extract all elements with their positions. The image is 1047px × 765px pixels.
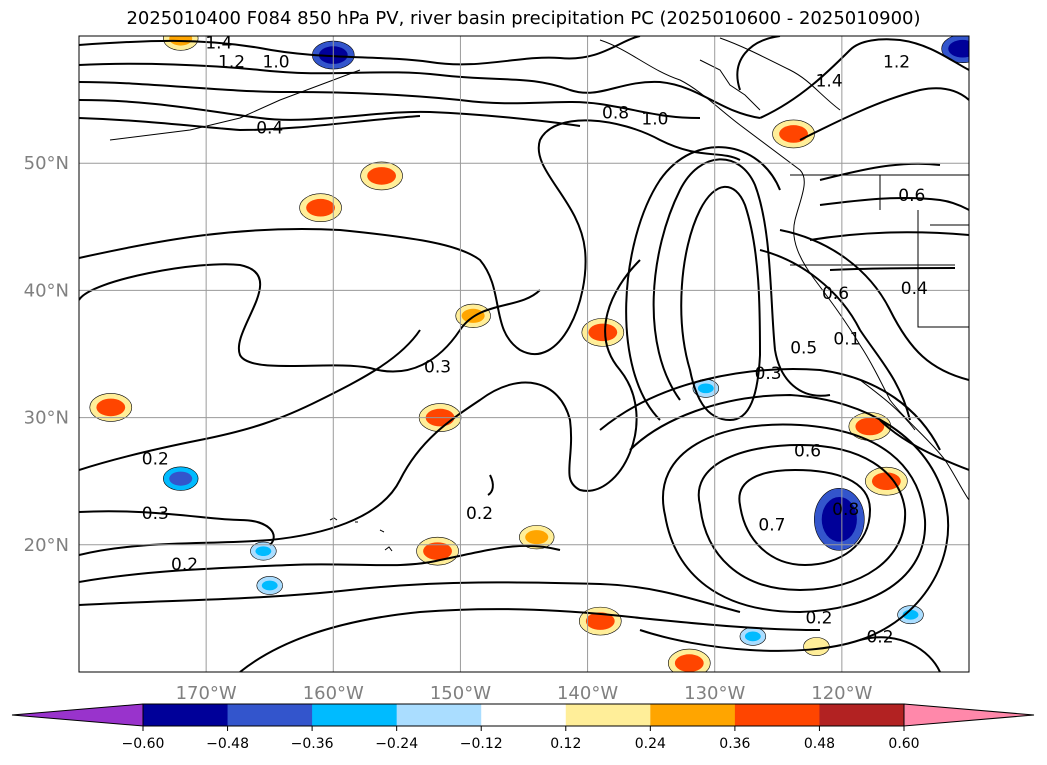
colorbar-extend-low — [11, 703, 144, 727]
precip-patch-core — [525, 530, 549, 545]
precip-patch-core — [871, 472, 901, 491]
contour-label: 0.1 — [833, 330, 860, 350]
colorbar-segment — [396, 704, 482, 726]
precip-patch-core — [169, 36, 193, 46]
contour-label: 0.3 — [755, 364, 782, 384]
precip-patch-core — [855, 417, 885, 436]
colorbar-segment — [819, 704, 905, 726]
precip-patch-core — [261, 580, 278, 591]
y-tick-label: 20°N — [24, 535, 69, 556]
coastline-outlines — [109, 37, 969, 552]
x-tick-label: 130°W — [684, 683, 745, 704]
x-tick-label: 150°W — [430, 683, 491, 704]
precip-patch-core — [588, 323, 618, 342]
colorbar-tick-label: −0.48 — [206, 736, 249, 752]
pv-contour-lines — [79, 36, 969, 672]
colorbar-tick-label: 0.24 — [635, 736, 666, 752]
colorbar-tick-label: 0.36 — [719, 736, 750, 752]
contour-label: 1.0 — [263, 52, 290, 72]
contour-label: 1.4 — [816, 72, 843, 92]
precip-patch-core — [821, 496, 857, 542]
x-tick-label: 160°W — [303, 683, 364, 704]
precip-patch-core — [306, 198, 335, 217]
precip-patch-core — [255, 546, 272, 556]
x-tick-label: 120°W — [811, 683, 872, 704]
precip-patch-core — [674, 654, 704, 672]
y-axis-ticks: 50°N 40°N 30°N 20°N — [24, 153, 69, 556]
contour-label: 0.5 — [790, 339, 817, 359]
colorbar-tick-label: −0.36 — [291, 736, 334, 752]
colorbar-segment — [565, 704, 651, 726]
colorbar-segment — [143, 704, 229, 726]
contour-label: 0.6 — [898, 186, 925, 206]
contour-labels: 1.41.2 1.00.40.8 1.01.41.20.60.40.60.10.50… — [142, 33, 928, 647]
chart-title: 2025010400 F084 850 hPa PV, river basin … — [126, 8, 921, 29]
contour-label: 0.2 — [866, 627, 893, 647]
x-tick-label: 140°W — [557, 683, 618, 704]
contour-label: 0.3 — [424, 358, 451, 378]
x-tick-label: 170°W — [176, 683, 237, 704]
y-tick-label: 50°N — [24, 153, 69, 174]
precip-patch-core — [585, 612, 615, 630]
colorbar-frame — [142, 703, 905, 727]
map-frame — [78, 35, 970, 673]
colorbar-tick-label: 0.48 — [804, 736, 835, 752]
contour-label: 0.8 — [832, 500, 859, 520]
contour-label: 0.6 — [822, 284, 849, 304]
colorbar-ticks: −0.60 −0.48 −0.36 −0.24 −0.12 0.12 0.24 0.36 0.4… — [122, 726, 920, 752]
contour-label: 1.2 — [218, 52, 245, 72]
y-tick-label: 40°N — [24, 280, 69, 301]
precip-patch-core — [169, 471, 193, 486]
contour-label: 0.3 — [142, 504, 169, 524]
precip-patch-core — [96, 398, 126, 417]
contour-label: 0.2 — [142, 449, 169, 469]
colorbar — [11, 703, 1035, 727]
colorbar-segment — [734, 704, 820, 726]
contour-label: 0.7 — [758, 515, 785, 535]
contour-label: 1.2 — [883, 52, 910, 72]
precip-patch-core — [779, 125, 808, 143]
precip-patch-core — [367, 167, 396, 185]
map-gridlines — [79, 36, 969, 672]
colorbar-tick-label: −0.12 — [460, 736, 503, 752]
colorbar-segment — [227, 704, 313, 726]
contour-label: 0.2 — [805, 608, 832, 628]
contour-label: 0.4 — [901, 279, 928, 299]
contour-label: 0.6 — [794, 442, 821, 462]
precip-patch-core — [697, 383, 714, 394]
precip-patch-core — [744, 631, 761, 642]
precip-patch-core — [423, 542, 452, 560]
colorbar-segment — [481, 704, 567, 726]
precip-patch-core — [948, 39, 969, 58]
y-tick-label: 30°N — [24, 408, 69, 429]
contour-label: 1.4 — [205, 33, 232, 53]
contour-label: 1.0 — [641, 110, 668, 130]
contour-label: 0.2 — [466, 504, 493, 524]
colorbar-tick-label: 0.12 — [550, 736, 581, 752]
precip-anomaly-layer — [89, 36, 969, 672]
colorbar-segment — [650, 704, 736, 726]
contour-label: 0.2 — [171, 555, 198, 575]
colorbar-tick-label: 0.60 — [888, 736, 919, 752]
colorbar-tick-label: −0.24 — [375, 736, 418, 752]
colorbar-segment — [312, 704, 398, 726]
x-axis-ticks: 170°W 160°W 150°W 140°W 130°W 120°W — [176, 683, 873, 704]
colorbar-tick-label: −0.60 — [122, 736, 165, 752]
contour-label: 0.8 — [602, 103, 629, 123]
contour-label: 0.4 — [256, 119, 283, 139]
colorbar-extend-high — [903, 703, 1035, 727]
